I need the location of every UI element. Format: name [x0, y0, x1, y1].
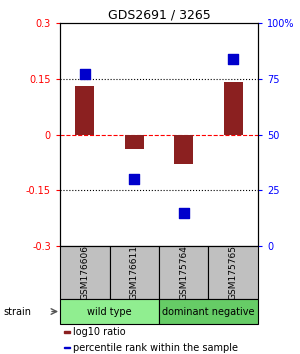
Bar	[125, 135, 144, 149]
Bar	[208, 246, 258, 299]
Bar	[159, 246, 208, 299]
Bar	[64, 347, 70, 348]
Text: strain: strain	[3, 307, 31, 316]
Bar	[60, 246, 110, 299]
Bar	[224, 82, 243, 135]
Text: percentile rank within the sample: percentile rank within the sample	[74, 343, 238, 353]
Bar	[64, 331, 70, 333]
Bar	[174, 135, 193, 164]
Text: GSM175764: GSM175764	[179, 245, 188, 300]
Point	[181, 210, 186, 215]
Text: GSM176611: GSM176611	[130, 245, 139, 300]
Point	[231, 56, 236, 62]
Bar	[110, 246, 159, 299]
Bar	[60, 299, 159, 324]
Text: GSM175765: GSM175765	[229, 245, 238, 300]
Title: GDS2691 / 3265: GDS2691 / 3265	[108, 9, 210, 22]
Bar	[75, 86, 94, 135]
Point	[82, 72, 87, 77]
Text: dominant negative: dominant negative	[162, 307, 255, 316]
Text: wild type: wild type	[87, 307, 132, 316]
Text: GSM176606: GSM176606	[80, 245, 89, 300]
Text: log10 ratio: log10 ratio	[74, 327, 126, 337]
Bar	[159, 299, 258, 324]
Point	[132, 176, 137, 182]
